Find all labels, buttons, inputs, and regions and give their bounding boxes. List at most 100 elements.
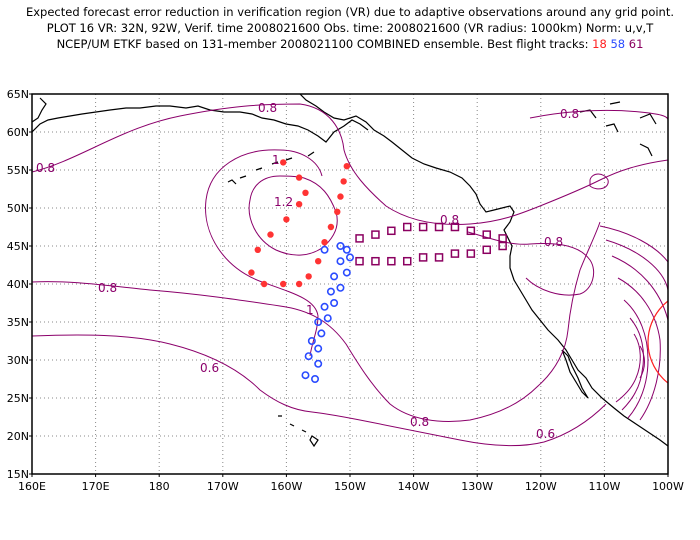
track-18-point: [295, 280, 303, 288]
track-18-point: [315, 258, 322, 265]
track-58-point: [336, 257, 345, 266]
track-61-legend: 61: [628, 37, 644, 51]
latitude-labels: 65N 60N 55N 50N 45N 40N 35N 30N 25N 20N 15N: [7, 88, 32, 481]
track-18-point: [280, 159, 287, 166]
track-18-point: [327, 223, 335, 231]
contour-label: 1: [306, 303, 314, 317]
track-18-point: [295, 174, 303, 181]
track-18-point: [260, 280, 268, 288]
aleutian-islands: [227, 151, 315, 185]
longitude-tick-label: 180: [149, 480, 170, 493]
latitude-tick-label: 55N: [7, 164, 29, 177]
track-18-point: [340, 178, 347, 185]
flight-track-61: [355, 222, 507, 266]
alaska-coast: [299, 94, 668, 447]
longitude-tick-label: 160E: [18, 480, 46, 493]
track-58-point: [314, 344, 323, 353]
latitude-tick-label: 40N: [7, 278, 29, 291]
track-61-point: [355, 256, 364, 266]
longitude-labels: 160E 170E 180 170W 160W 150W 140W 130W 120W 110W 1…: [18, 474, 684, 493]
contour-labels: 0.8 0.8 0.8 1 1.2 0.8 0.8 0.8 1 0.6 0.8 …: [36, 101, 579, 441]
track-58-point: [336, 242, 345, 251]
track-18-point: [280, 280, 287, 288]
longitude-tick-label: 100W: [652, 480, 684, 493]
baja-california: [561, 349, 589, 399]
track-61-point: [482, 230, 491, 239]
arctic-islands: [579, 101, 657, 157]
title-line-2: PLOT 16 VR: 32N, 92W, Verif. time 200802…: [46, 21, 654, 35]
contour-label: 0.8: [560, 107, 579, 121]
longitude-tick-label: 110W: [588, 480, 620, 493]
contour-east-ring-6: [639, 345, 645, 379]
track-18-point: [337, 193, 344, 200]
track-58-point: [311, 374, 320, 383]
track-58-point: [317, 329, 326, 338]
track-61-point: [450, 222, 460, 232]
track-61-point: [434, 253, 444, 262]
flight-track-18: [248, 159, 351, 288]
track-18-point: [334, 208, 341, 215]
track-58-point: [323, 314, 332, 323]
track-61-point: [371, 256, 380, 266]
track-58-point: [301, 371, 310, 380]
map-title: Expected forecast error reduction in ver…: [0, 4, 700, 52]
latitude-tick-label: 25N: [7, 392, 29, 405]
contour-east-ring-7: [605, 239, 668, 291]
contour-east-ring-5: [615, 333, 641, 403]
contour-small-loop: [589, 173, 609, 190]
track-61-point: [418, 222, 428, 232]
longitude-tick-label: 160W: [270, 480, 302, 493]
track-61-point: [466, 226, 476, 236]
contour-east-ring-2: [617, 277, 661, 421]
contour-0.6-south: [32, 334, 607, 447]
contour-label: 1.2: [274, 195, 293, 209]
contour-east-ring-8: [599, 225, 668, 263]
track-58-legend: 58: [610, 37, 626, 51]
track-61-point: [387, 226, 396, 236]
longitude-tick-label: 120W: [525, 480, 557, 493]
graticule-grid: [32, 94, 668, 474]
verification-region-circle: [647, 300, 668, 384]
longitude-tick-label: 170E: [82, 480, 110, 493]
contour-label: 0.6: [536, 427, 555, 441]
track-61-point: [498, 241, 507, 251]
contour-0.8-ne-loop: [529, 109, 668, 121]
track-58-point: [314, 359, 323, 368]
track-61-point: [402, 256, 412, 266]
longitude-tick-label: 150W: [334, 480, 366, 493]
longitude-tick-label: 140W: [398, 480, 430, 493]
track-58-point: [314, 317, 323, 326]
hawaii-islands: [278, 415, 319, 448]
contour-0.8-east: [467, 231, 595, 296]
track-18-point: [267, 231, 274, 238]
latitude-tick-label: 60N: [7, 126, 29, 139]
track-18-point: [283, 216, 290, 223]
track-61-point: [418, 253, 428, 262]
latitude-tick-label: 65N: [7, 88, 29, 101]
contour-label: 0.6: [200, 361, 219, 375]
track-58-point: [330, 272, 339, 281]
contour-label: 0.8: [410, 415, 429, 429]
track-58-point: [336, 283, 345, 292]
contour-east-ring-1: [611, 255, 668, 321]
aleutian-coast: [32, 105, 369, 143]
track-18-point: [248, 269, 255, 276]
track-61-point: [371, 230, 380, 239]
contour-label: 0.8: [440, 213, 459, 227]
contour-label: 0.8: [258, 101, 277, 115]
track-18-point: [254, 246, 261, 253]
track-18-point: [302, 189, 309, 196]
title-line-3: NCEP/UM ETKF based on 131-member 2008021…: [0, 36, 700, 52]
title-line-1: Expected forecast error reduction in ver…: [25, 5, 675, 19]
track-58-point: [330, 298, 339, 307]
track-58-point: [307, 336, 316, 345]
track-61-point: [466, 249, 476, 258]
track-18-point: [305, 273, 312, 280]
contour-label: 0.8: [544, 235, 563, 249]
track-18-point: [321, 239, 328, 246]
contour-east-ring-3: [623, 299, 649, 419]
track-61-point: [482, 245, 491, 255]
track-18-point: [343, 163, 351, 170]
track-18-legend: 18: [592, 37, 607, 51]
